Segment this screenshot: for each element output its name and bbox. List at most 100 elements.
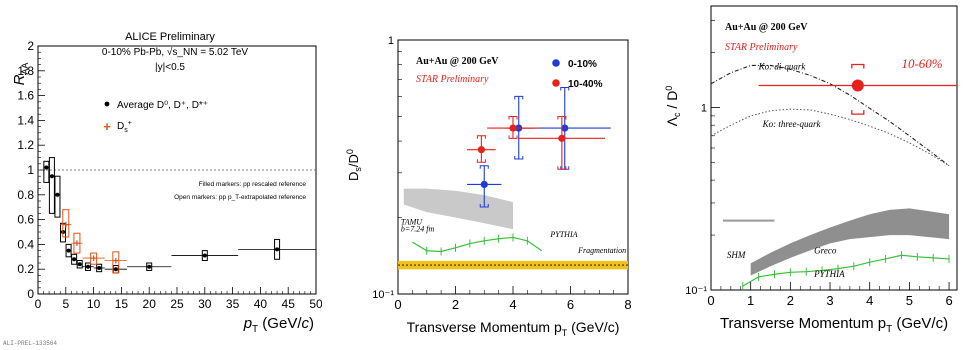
x-tick-label: 0 — [35, 297, 42, 311]
data-point — [49, 174, 54, 179]
data-point: + — [63, 220, 69, 232]
alice-raa-plot: 0 5 10 15 20 25 30 35 40 45 50 0 0.2 0.4 0.6 0.8 1 1.2 1.4… — [11, 31, 322, 335]
x-tick-label: 45 — [282, 297, 296, 311]
y-axis-label: RAA — [11, 63, 30, 86]
legend-label: 10-40% — [568, 79, 603, 90]
star-ds-d0-chart: 0 2 4 6 8 10⁻¹ 1 Transverse Momentum pT (GeV/c)… — [330, 0, 650, 350]
data-point — [147, 264, 152, 269]
legend-label: Ds+ — [117, 120, 132, 134]
data-point — [509, 124, 517, 132]
data-point — [72, 257, 77, 262]
y-tick-label: 2 — [27, 39, 34, 53]
chart2-title: Au+Au @ 200 GeV — [416, 56, 499, 67]
chart1-subtitle-1: 0-10% Pb-Pb, √s_NN = 5.02 TeV — [102, 46, 249, 58]
data-point — [477, 146, 485, 154]
y-tick-label: 0 — [27, 287, 34, 301]
x-tick-label: 4 — [866, 293, 873, 308]
syst-box — [112, 251, 120, 274]
ko-diquark-curve — [710, 64, 950, 167]
syst-box — [48, 157, 55, 214]
syst-box — [43, 160, 50, 183]
data-point: + — [74, 238, 80, 250]
y-tick-label: 1 — [388, 35, 394, 47]
data-point — [77, 262, 82, 267]
x-tick-label: 6 — [567, 297, 574, 312]
chart1-note-open: Open markers: pp p_T-extrapolated refere… — [174, 194, 306, 201]
x-tick-label: 30 — [198, 297, 212, 311]
ko-threequark-curve — [710, 108, 950, 167]
chart1-note-filled: Filled markers: pp rescaled reference — [199, 181, 307, 188]
x-tick-label: 6 — [945, 293, 952, 308]
chart1-title: ALICE Preliminary — [125, 31, 215, 43]
y-tick-label: 1 — [27, 163, 34, 177]
x-tick-label: 8 — [624, 297, 631, 312]
y-tick-label: 0.8 — [17, 188, 34, 202]
x-tick-label: 4 — [509, 297, 516, 312]
legend-marker — [104, 101, 110, 107]
x-tick-label: 50 — [309, 297, 322, 311]
x-tick-label: 5 — [906, 293, 913, 308]
star-lambdac-d0-plot: 0 1 2 3 4 5 6 10⁻¹ 1 Transverse Momentum pT (GeV/… — [664, 5, 958, 335]
x-axis-label: Transverse Momentum pT (GeV/c) — [407, 319, 620, 338]
ko-threequark-label: Ko: three-quark — [762, 119, 822, 129]
y-tick-label: 10⁻¹ — [372, 289, 394, 301]
pythia-label: PYTHIA — [549, 230, 577, 239]
x-tick-label: 25 — [170, 297, 184, 311]
x-axis-label: Transverse Momentum pT (GeV/c) — [720, 315, 948, 335]
tamu-band — [403, 188, 513, 230]
data-point — [113, 267, 118, 272]
data-point — [851, 79, 864, 92]
data-point — [480, 180, 488, 189]
pythia-curve — [412, 236, 543, 253]
legend-marker: + — [103, 119, 111, 134]
y-tick-label: 1.4 — [17, 113, 34, 127]
data-point — [55, 192, 60, 197]
syst-bracket — [514, 95, 524, 160]
y-axis-label: Ds/D0 — [345, 149, 363, 181]
legend-marker — [552, 79, 560, 87]
x-tick-label: 35 — [226, 297, 240, 311]
x-tick-label: 2 — [787, 293, 794, 308]
x-tick-label: 20 — [143, 297, 157, 311]
legend-label: Average D⁰, D⁺, D*⁺ — [117, 100, 208, 111]
ko-diquark-label: Ko: di-quark — [758, 61, 807, 71]
legend-label: 0-10% — [568, 59, 597, 70]
pythia-label: PYTHIA — [813, 269, 845, 279]
y-tick-label: 0.4 — [17, 237, 34, 251]
data-point — [275, 247, 280, 252]
data-point: + — [90, 253, 96, 265]
data-point — [97, 265, 102, 270]
chart2-subtitle: STAR Preliminary — [416, 74, 489, 85]
y-tick-label: 0.2 — [17, 262, 34, 276]
greco-label: Greco — [814, 246, 837, 256]
x-tick-label: 1 — [747, 293, 754, 308]
pythia-curve — [742, 254, 950, 287]
y-tick-label: 10⁻¹ — [685, 285, 707, 297]
x-tick-label: 40 — [254, 297, 268, 311]
y-tick-label: 0.6 — [17, 213, 34, 227]
syst-bracket — [557, 115, 567, 170]
data-point — [561, 124, 569, 132]
legend-marker — [552, 59, 560, 67]
x-axis-label: pT (GeV/c) — [243, 315, 314, 335]
x-tick-label: 5 — [62, 297, 69, 311]
series-label: 10-60% — [901, 56, 942, 71]
syst-box — [62, 209, 70, 238]
syst-bracket — [479, 165, 489, 208]
syst-bracket — [476, 135, 486, 163]
star-lambdac-d0-chart: 0 1 2 3 4 5 6 10⁻¹ 1 Transverse Momentum pT (GeV/… — [655, 0, 973, 350]
syst-box — [54, 175, 61, 218]
y-tick-label: 1.6 — [17, 89, 34, 103]
fragmentation-label: Fragmentation — [577, 246, 626, 255]
shm-label: SHM — [727, 250, 746, 260]
syst-box — [90, 252, 98, 265]
y-tick-label: 1 — [701, 103, 707, 115]
x-tick-label: 10 — [87, 297, 101, 311]
fragmentation-band — [398, 260, 628, 270]
data-point — [558, 134, 566, 142]
y-tick-label: 1.8 — [17, 64, 34, 78]
alice-raa-chart: 0 5 10 15 20 25 30 35 40 45 50 0 0.2 0.4 0.6 0.8 1 1.2 1.4… — [0, 0, 322, 350]
greco-band — [750, 208, 950, 276]
figure-id-footer: ALI-PREL-133564 — [3, 340, 58, 347]
chart3-title: Au+Au @ 200 GeV — [725, 22, 808, 33]
